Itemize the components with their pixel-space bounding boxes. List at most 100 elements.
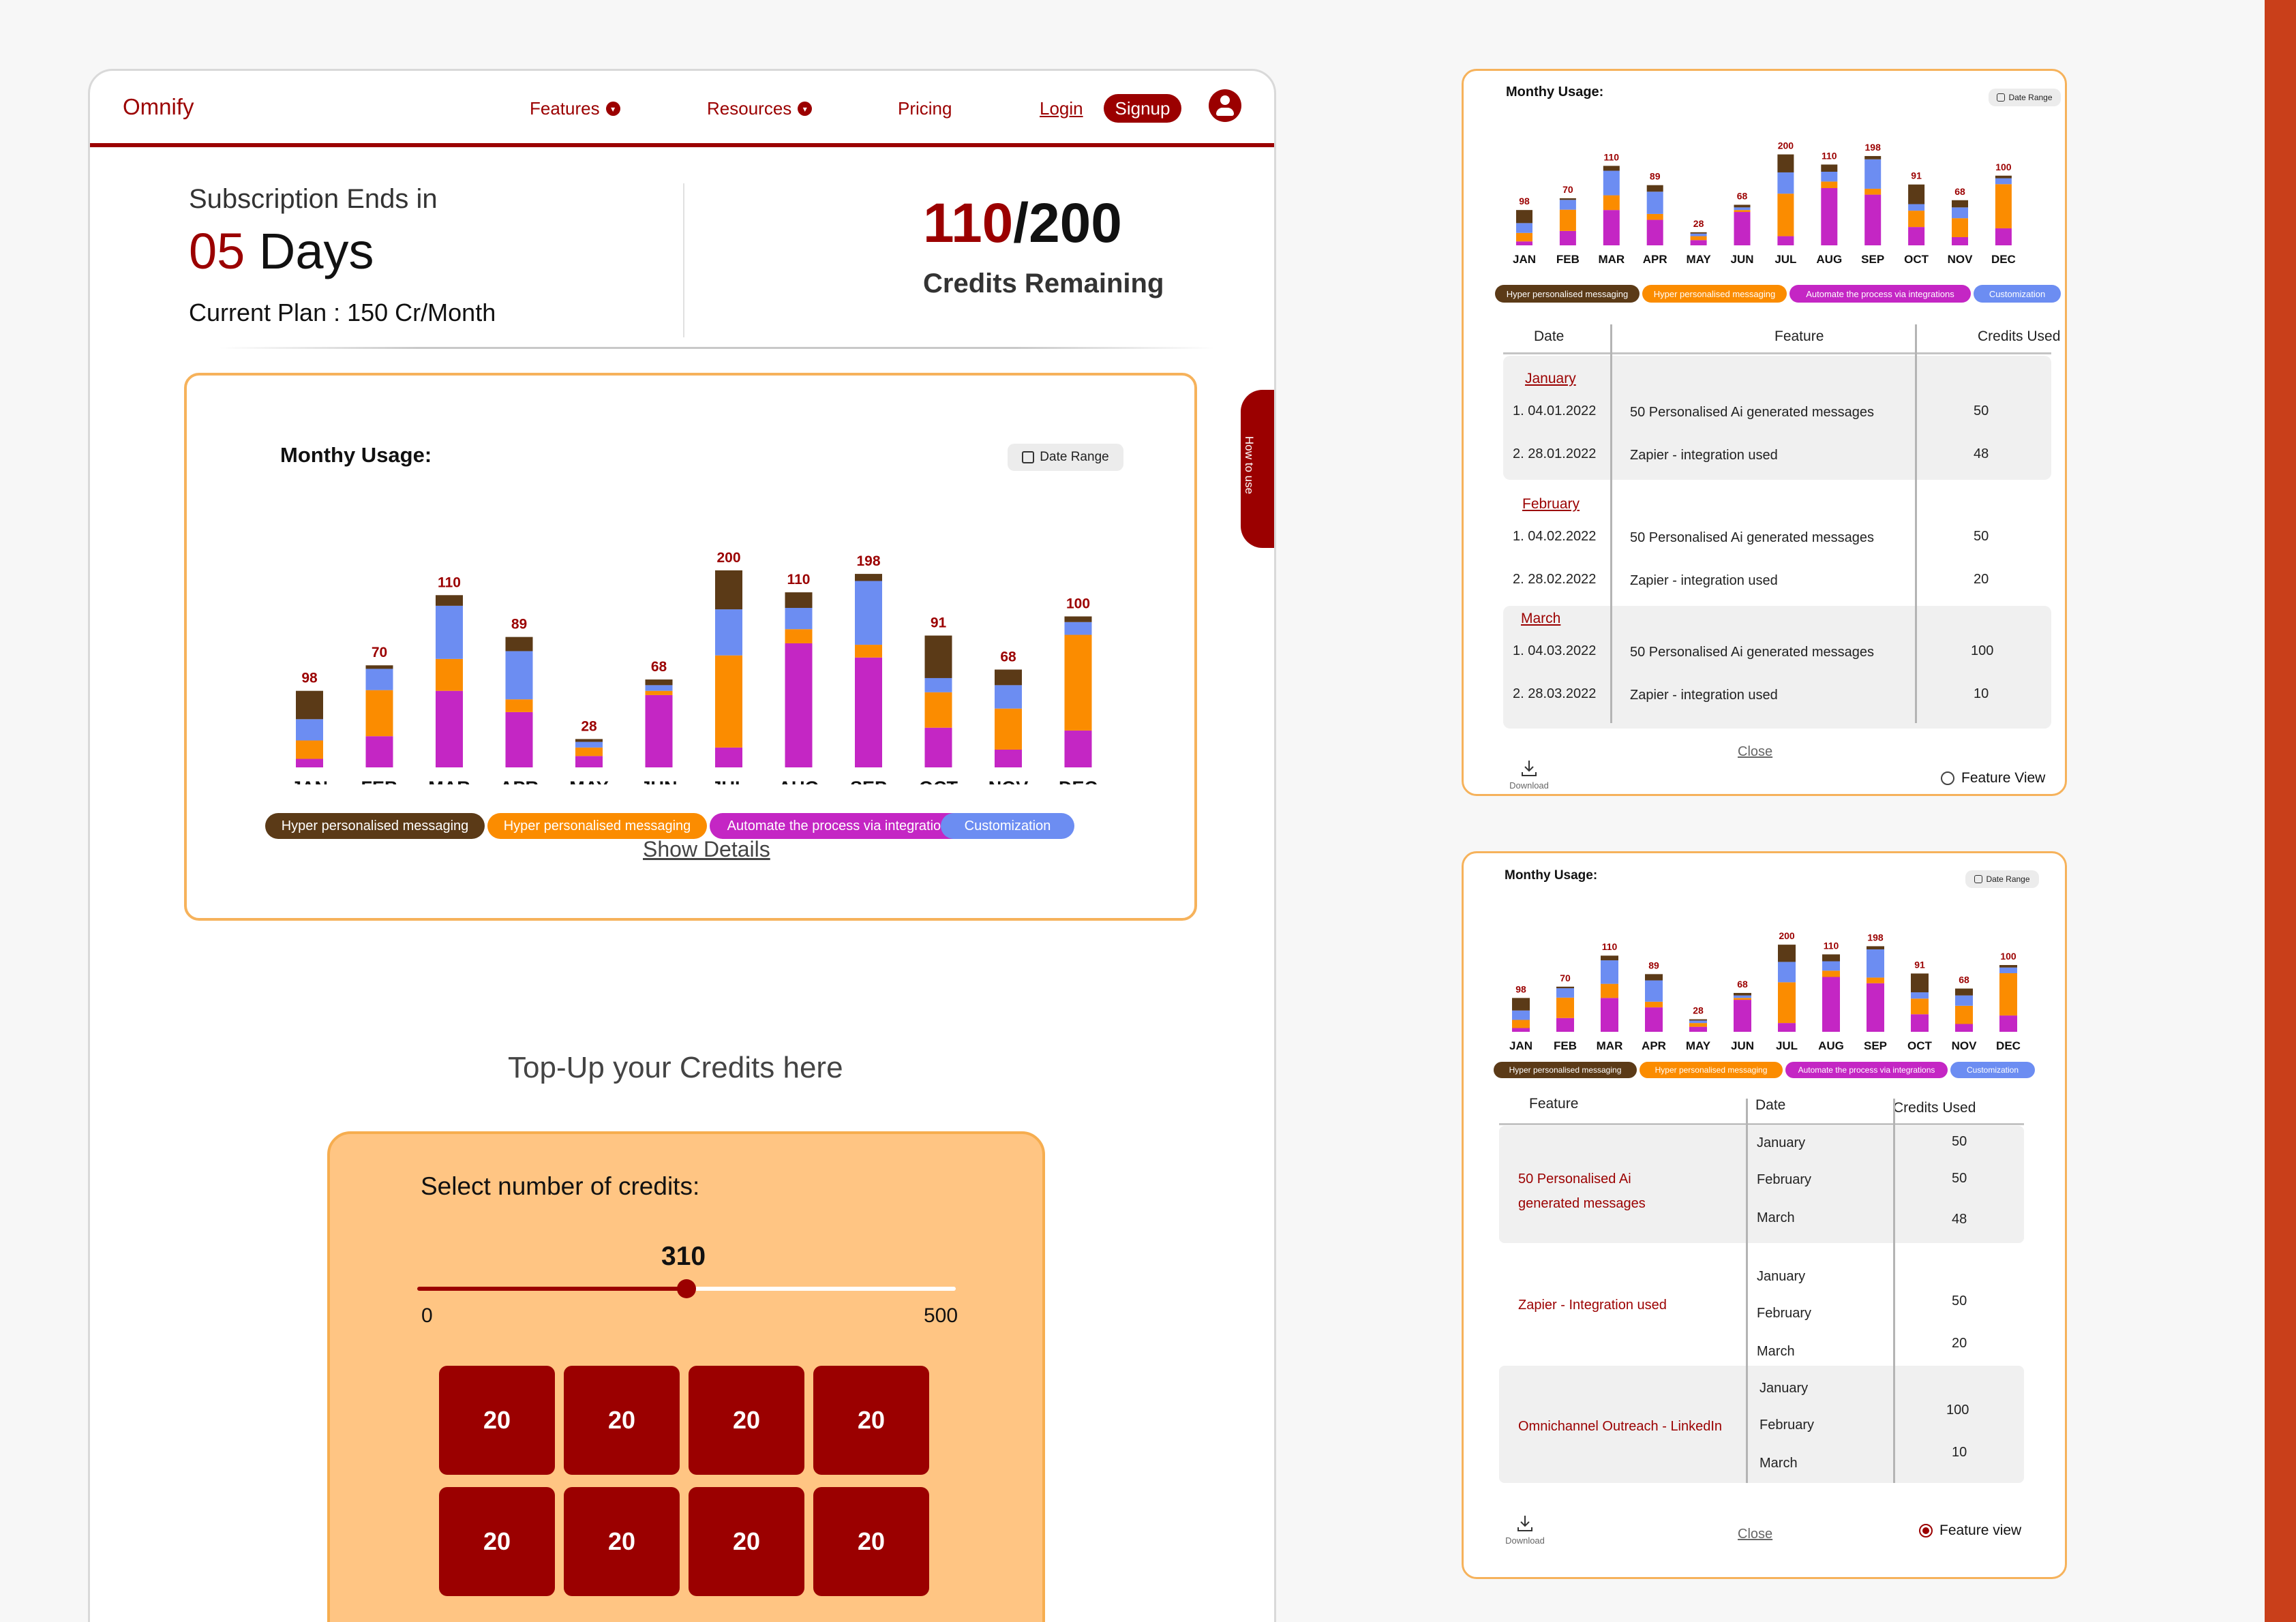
date-range-button[interactable]: Date Range xyxy=(1965,870,2039,888)
x-tick-label: JUL xyxy=(1776,1039,1798,1052)
legend-item: Customization xyxy=(1974,285,2061,303)
column-divider xyxy=(1893,1099,1895,1483)
nav-pricing[interactable]: Pricing xyxy=(898,98,952,119)
credits-cell: 50 xyxy=(1952,1171,1967,1186)
feature-name: Zapier - Integration used xyxy=(1518,1298,1667,1313)
bar-value-label: 198 xyxy=(856,553,880,569)
user-avatar-icon[interactable] xyxy=(1209,89,1241,122)
bar-segment xyxy=(1646,213,1663,220)
bar-value-label: 100 xyxy=(1066,596,1090,611)
bar-segment xyxy=(855,645,882,658)
bar-segment xyxy=(436,690,463,767)
col-header-date: Date xyxy=(1534,328,1565,344)
bar-segment xyxy=(296,719,323,741)
bar-segment xyxy=(1645,1007,1663,1032)
bar-segment xyxy=(1777,236,1794,245)
credit-tile[interactable]: 20 xyxy=(813,1366,929,1475)
date-range-label: Date Range xyxy=(1040,450,1109,464)
bar-segment xyxy=(365,736,393,767)
credit-tile[interactable]: 20 xyxy=(689,1487,804,1596)
credit-tile[interactable]: 20 xyxy=(813,1487,929,1596)
row-date: 2. 28.03.2022 xyxy=(1513,686,1597,701)
bar-segment xyxy=(1556,986,1574,989)
horizontal-divider xyxy=(220,347,1215,349)
nav-resources[interactable]: Resources ▾ xyxy=(707,98,813,119)
bar-segment xyxy=(1734,998,1751,1000)
bar-segment xyxy=(715,570,742,610)
bar-segment xyxy=(1734,992,1751,996)
feature-view-radio[interactable]: Feature View xyxy=(1941,770,2045,786)
month-link[interactable]: March xyxy=(1521,611,1561,626)
month-link[interactable]: February xyxy=(1522,496,1580,512)
bar-segment xyxy=(1064,616,1092,622)
close-link[interactable]: Close xyxy=(1738,744,1773,759)
slider-handle[interactable] xyxy=(677,1279,696,1298)
bar-segment xyxy=(1064,622,1092,635)
bar-segment xyxy=(1911,973,1929,993)
bar-segment xyxy=(365,669,393,690)
navbar: Omnify Features ▾ Resources ▾ Pricing Lo… xyxy=(90,71,1274,147)
bar-segment xyxy=(1955,1005,1973,1024)
usage-title: Monthy Usage: xyxy=(280,443,432,467)
bar-segment xyxy=(1778,962,1796,983)
bar-segment xyxy=(855,657,882,767)
bar-value-label: 98 xyxy=(301,671,318,686)
bar-segment xyxy=(1645,1001,1663,1008)
bar-value-label: 110 xyxy=(1602,941,1618,952)
download-icon xyxy=(1517,1516,1532,1531)
credit-tile[interactable]: 20 xyxy=(439,1366,555,1475)
date-range-button[interactable]: Date Range xyxy=(1008,444,1123,471)
row-feature: 50 Personalised Ai generated messages xyxy=(1630,645,1875,660)
bar-value-label: 68 xyxy=(1737,190,1748,201)
bar-segment xyxy=(1603,210,1620,245)
month-link[interactable]: January xyxy=(1525,371,1576,386)
chevron-down-icon: ▾ xyxy=(798,102,813,116)
radio-label: Feature View xyxy=(1961,770,2046,786)
x-tick-label: FEB xyxy=(361,778,398,784)
nav-features[interactable]: Features ▾ xyxy=(530,98,620,119)
bar-segment xyxy=(1955,1024,1973,1032)
bar-segment xyxy=(1556,997,1574,1018)
download-button[interactable]: Download xyxy=(1498,1513,1552,1546)
calendar-icon xyxy=(1022,451,1035,463)
select-credits-label: Select number of credits: xyxy=(421,1172,700,1200)
credit-tile[interactable]: 20 xyxy=(439,1487,555,1596)
bar-segment xyxy=(1512,1028,1530,1032)
credits-cell: 10 xyxy=(1952,1445,1967,1460)
bar-segment xyxy=(1734,210,1751,213)
credit-tile[interactable]: 20 xyxy=(689,1366,804,1475)
bar-segment xyxy=(505,637,533,652)
bar-segment xyxy=(1864,194,1882,245)
download-button[interactable]: Download xyxy=(1502,758,1556,791)
login-link[interactable]: Login xyxy=(1040,98,1083,119)
x-tick-label: APR xyxy=(1642,1039,1666,1052)
slider-max: 500 xyxy=(924,1304,958,1327)
bar-segment xyxy=(1516,223,1532,233)
logo[interactable]: Omnify xyxy=(123,94,194,119)
date-range-button[interactable]: Date Range xyxy=(1989,89,2061,106)
row-feature: Zapier - integration used xyxy=(1630,448,1778,463)
bar-segment xyxy=(1690,233,1707,236)
bar-segment xyxy=(1822,977,1840,1032)
bar-segment xyxy=(1822,961,1840,971)
show-details-link[interactable]: Show Details xyxy=(643,837,770,861)
col-header-date: Date xyxy=(1755,1097,1786,1113)
month-cell: February xyxy=(1757,1306,1812,1321)
row-band xyxy=(1503,606,2051,729)
feature-view-radio[interactable]: Feature view xyxy=(1919,1522,2021,1539)
credits-slider[interactable] xyxy=(417,1279,956,1298)
row-date: 2. 28.01.2022 xyxy=(1513,446,1597,461)
legend-item: Hyper personalised messaging xyxy=(1642,285,1787,303)
bar-segment xyxy=(1999,965,2017,968)
bar-value-label: 28 xyxy=(581,718,597,734)
bar-segment xyxy=(575,741,603,748)
bar-segment xyxy=(1778,1023,1796,1032)
how-to-use-tab[interactable]: How to use xyxy=(1241,390,1274,548)
signup-button[interactable]: Signup xyxy=(1104,94,1181,123)
bar-value-label: 100 xyxy=(2000,951,2016,962)
credit-tile[interactable]: 20 xyxy=(564,1487,680,1596)
close-link[interactable]: Close xyxy=(1738,1527,1773,1542)
credits-used: 110 xyxy=(923,192,1014,254)
credit-tile[interactable]: 20 xyxy=(564,1366,680,1475)
bar-segment xyxy=(1512,1020,1530,1028)
